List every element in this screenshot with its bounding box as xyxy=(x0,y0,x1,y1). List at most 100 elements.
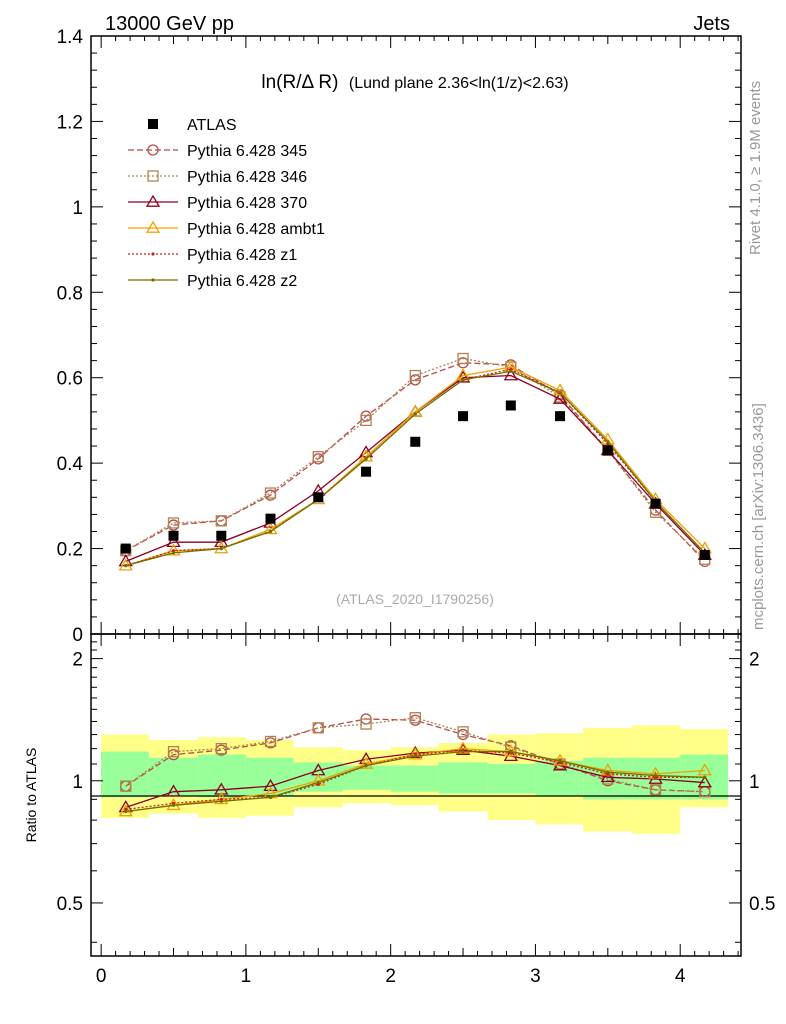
atlas-point xyxy=(361,466,372,477)
series-point-1 xyxy=(167,517,180,529)
reference-label: (ATLAS_2020_I1790256) xyxy=(336,591,494,607)
series-point-1 xyxy=(457,352,469,365)
ratio-point-5 xyxy=(461,750,465,754)
ratio-frame xyxy=(90,633,742,957)
legend-label: Pythia 6.428 z1 xyxy=(187,247,297,264)
series-point-3 xyxy=(408,404,423,417)
main-ytick-label: 0.2 xyxy=(57,540,83,561)
main-ytick-label: 0.4 xyxy=(57,454,84,475)
ratio-point-1 xyxy=(167,745,180,758)
series-point-3 xyxy=(263,522,278,535)
ratio-point-5 xyxy=(219,799,223,803)
series-line-5 xyxy=(125,370,706,567)
main-x-ticks xyxy=(100,36,739,634)
ratio-point-1 xyxy=(409,712,421,724)
ratio-ytick-label-right: 2 xyxy=(749,650,760,671)
series-line-2 xyxy=(125,374,706,562)
atlas-data xyxy=(120,400,710,560)
series-point-5 xyxy=(461,378,465,382)
series-point-2 xyxy=(455,370,471,383)
atlas-point xyxy=(458,411,469,422)
ratio-point-3 xyxy=(503,744,518,757)
legend: ATLAS Pythia 6.428 345 Pythia 6.428 346 Pyt… xyxy=(128,117,325,290)
ratio-band-inner xyxy=(438,762,488,794)
ratio-point-5 xyxy=(703,775,707,779)
ratio-ytick-label: 1 xyxy=(72,772,83,793)
main-ytick-label: 1 xyxy=(72,198,83,219)
ratio-xtick-label: 1 xyxy=(241,966,252,987)
ratio-point-5 xyxy=(509,750,513,754)
ratio-point-2 xyxy=(697,775,712,788)
legend-label: Pythia 6.428 z2 xyxy=(187,273,297,290)
main-ytick-label: 0.8 xyxy=(57,283,83,304)
ratio-point-1 xyxy=(120,780,132,792)
legend-marker-3 xyxy=(145,220,161,233)
series-point-1 xyxy=(409,369,421,382)
ratio-xtick-label: 0 xyxy=(96,966,107,987)
ratio-point-5 xyxy=(606,770,610,774)
main-ytick-label: 0 xyxy=(72,625,83,646)
ratio-bands xyxy=(101,725,728,834)
atlas-point xyxy=(265,513,276,524)
ratio-point-1 xyxy=(649,784,662,796)
series-point-2 xyxy=(166,534,181,548)
series-line-4 xyxy=(125,368,706,567)
series-line-1 xyxy=(125,357,706,560)
ratio-x-axis: 0 1 2 3 4 xyxy=(96,634,739,987)
atlas-point xyxy=(410,436,421,447)
legend-marker-4 xyxy=(151,252,155,256)
series-point-5 xyxy=(268,529,273,534)
ratio-ytick-label: 0.5 xyxy=(57,894,83,915)
ratio-point-3 xyxy=(408,747,423,760)
ratio-point-2 xyxy=(263,778,278,792)
ratio-xtick-label: 3 xyxy=(530,966,541,987)
legend-marker-2 xyxy=(145,194,161,207)
series-point-1 xyxy=(360,414,372,427)
ratio-line-0 xyxy=(125,718,705,793)
series-point-2 xyxy=(503,368,518,381)
ratio-point-3 xyxy=(697,763,712,776)
atlas-point xyxy=(602,445,613,456)
ratio-point-2 xyxy=(600,770,615,783)
atlas-point xyxy=(505,400,516,411)
series-point-2 xyxy=(552,391,568,404)
atlas-point xyxy=(650,498,661,509)
series-point-1 xyxy=(312,451,324,463)
legend-marker-atlas xyxy=(148,119,158,129)
ratio-line-1 xyxy=(125,717,705,793)
atlas-point xyxy=(555,411,566,422)
ratio-band-inner xyxy=(487,763,536,794)
series-line-3 xyxy=(125,366,706,567)
ratio-xtick-label: 4 xyxy=(675,966,686,987)
main-title: ln(R/Δ R) (Lund plane 2.36<ln(1/z)<2.63) xyxy=(261,72,568,93)
series-point-5 xyxy=(606,440,610,444)
ratio-point-1 xyxy=(215,743,227,755)
ratio-band-inner xyxy=(535,760,584,796)
series-point-5 xyxy=(364,457,368,461)
ratio-point-5 xyxy=(364,763,368,768)
legend-label: Pythia 6.428 370 xyxy=(187,195,307,212)
atlas-point xyxy=(216,530,227,541)
main-panel: ln(R/Δ R) (Lund plane 2.36<ln(1/z)<2.63)… xyxy=(57,27,742,646)
main-ytick-label: 1.2 xyxy=(57,112,83,133)
legend-label: ATLAS xyxy=(187,117,237,134)
ratio-y-axis: 0.5 0.5 1 1 2 2 xyxy=(57,633,775,943)
series-point-1 xyxy=(264,487,277,499)
rivet-label: Rivet 4.1.0, ≥ 1.9M events xyxy=(747,81,764,255)
ratio-xtick-label: 2 xyxy=(385,966,396,987)
header-right: Jets xyxy=(693,13,730,35)
atlas-point xyxy=(120,543,131,554)
series-point-5 xyxy=(413,412,417,416)
ratio-point-3 xyxy=(358,756,374,769)
main-ytick-label: 0.6 xyxy=(57,369,83,390)
ratio-point-1 xyxy=(312,722,324,734)
legend-label: Pythia 6.428 ambt1 xyxy=(187,221,325,238)
ratio-point-2 xyxy=(166,784,181,797)
series-point-1 xyxy=(215,515,227,527)
atlas-point xyxy=(699,549,710,560)
atlas-point xyxy=(168,530,179,541)
series-point-5 xyxy=(509,369,513,373)
series-point-5 xyxy=(219,546,223,551)
legend-label: Pythia 6.428 345 xyxy=(187,143,307,160)
